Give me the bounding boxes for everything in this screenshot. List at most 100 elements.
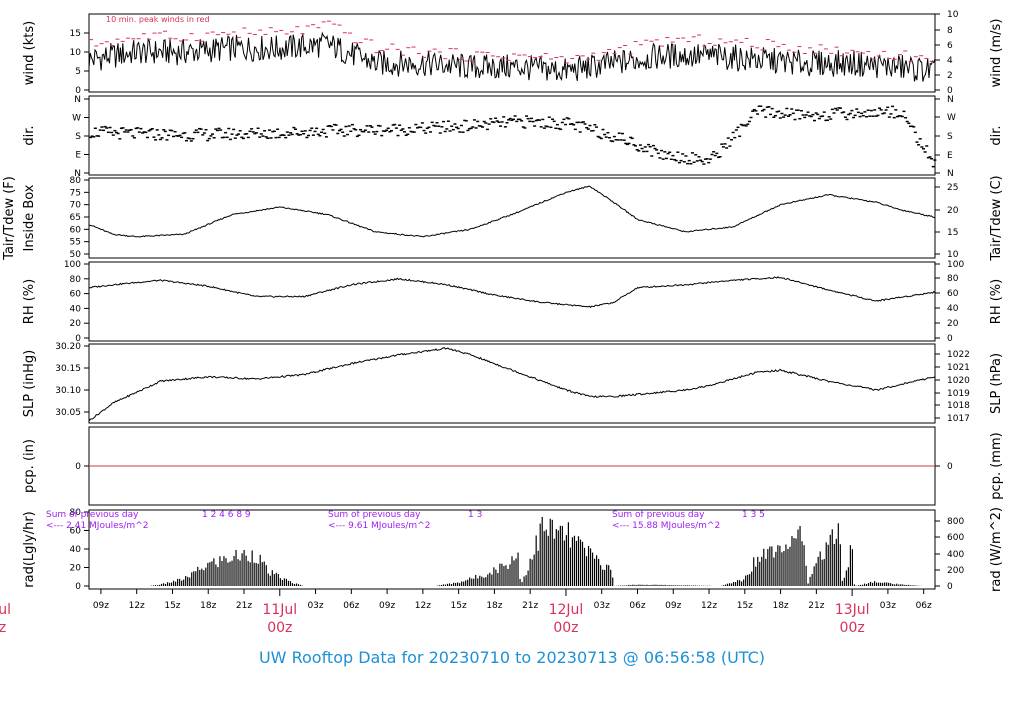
ytick-right-label: E	[947, 151, 953, 161]
ylabel-right: rad (W/m^2)	[989, 507, 1004, 592]
ytick-right-label: 1022	[947, 350, 970, 360]
ytick-left-label: 80	[70, 176, 82, 186]
ytick-right-label: 6	[947, 41, 953, 51]
ytick-right-label: 8	[947, 26, 953, 36]
ytick-right-label: 10	[947, 250, 959, 260]
ytick-left-label: 0	[75, 582, 81, 592]
ytick-left-label: 10	[70, 48, 82, 58]
ytick-left-label: 75	[70, 188, 81, 198]
ytick-right-label: S	[947, 132, 953, 142]
ytick-right-label: W	[947, 113, 956, 123]
daily-hour-marks: 1 3 5	[742, 510, 765, 520]
ytick-right-label: 200	[947, 566, 964, 576]
ytick-right-label: 10	[947, 10, 959, 20]
peak-annotation: 10 min. peak winds in red	[106, 15, 210, 24]
xtick-label: 21z	[808, 601, 824, 611]
ylabel-left: Inside Box	[22, 184, 37, 251]
xtick-label: 03z	[880, 601, 896, 611]
daily-hour-marks: 1 2 4 6 8 9	[202, 510, 251, 520]
date-label-time: 00z	[267, 620, 292, 636]
ylabel-right: dir.	[989, 125, 1004, 145]
ytick-right-label: 0	[947, 582, 953, 592]
xtick-label: 12z	[701, 601, 717, 611]
xtick-label: 12z	[129, 601, 145, 611]
xtick-label: 15z	[164, 601, 180, 611]
series-line-4	[88, 347, 936, 422]
daily-sum-label: Sum of previous day	[46, 510, 139, 520]
ylabel-right: RH (%)	[989, 279, 1004, 324]
ytick-left-label: 70	[70, 201, 82, 211]
date-label-time: 00z	[840, 620, 865, 636]
ytick-right-label: 40	[947, 304, 959, 314]
ytick-left-label: 30.10	[55, 386, 81, 396]
xtick-label: 18z	[486, 601, 502, 611]
xtick-label: 21z	[522, 601, 538, 611]
ytick-left-label: 60	[70, 527, 82, 537]
xtick-label: 15z	[737, 601, 753, 611]
ytick-left-label: 15	[70, 29, 81, 39]
xtick-label: 06z	[916, 601, 932, 611]
ytick-right-label: 15	[947, 228, 958, 238]
ytick-left-label: 0	[75, 86, 81, 96]
ytick-left-label: S	[75, 132, 81, 142]
daily-sum-value: <--- 9.61 MJoules/m^2	[328, 521, 430, 531]
xtick-label: 09z	[665, 601, 681, 611]
panel-frame-1	[88, 95, 936, 176]
ytick-right-label: 0	[947, 86, 953, 96]
xtick-label: 03z	[307, 601, 323, 611]
ytick-right-label: 0	[947, 462, 953, 472]
xtick-label: 09z	[379, 601, 395, 611]
ytick-left-label: 30.15	[55, 364, 81, 374]
xtick-label: 06z	[343, 601, 359, 611]
ytick-left-label: 20	[70, 319, 82, 329]
ytick-right-label: 800	[947, 517, 964, 527]
ytick-left-label: 30.05	[55, 408, 81, 418]
ytick-right-label: 0	[947, 334, 953, 344]
ylabel-left: RH (%)	[22, 279, 37, 324]
ytick-left-label: 0	[75, 334, 81, 344]
ytick-left-label: 40	[70, 545, 82, 555]
ytick-left-label: 0	[75, 462, 81, 472]
ytick-right-label: 20	[947, 319, 959, 329]
panel-frame-4	[88, 343, 936, 424]
ylabel-right: pcp. (mm)	[989, 432, 1004, 499]
ytick-left-label: 50	[70, 250, 82, 260]
ytick-right-label: N	[947, 95, 954, 105]
daily-sum-label: Sum of previous day	[328, 510, 421, 520]
date-label-day: 11Jul	[262, 602, 297, 618]
daily-sum-value: <--- 15.88 MJoules/m^2	[612, 521, 720, 531]
ytick-left-label: 100	[64, 260, 81, 270]
ytick-left-label: 80	[70, 275, 82, 285]
date-label-time: 00z	[0, 620, 6, 636]
ytick-left-label: 55	[70, 238, 81, 248]
ytick-right-label: 1021	[947, 363, 970, 373]
xtick-label: 18z	[200, 601, 216, 611]
ytick-left-label: W	[72, 114, 81, 124]
ytick-left-label: 65	[70, 213, 81, 223]
xtick-label: 09z	[93, 601, 109, 611]
ylabel-left: dir.	[22, 125, 37, 145]
ytick-right-label: 25	[947, 183, 958, 193]
ylabel-left: rad(Lgly/hr)	[22, 511, 37, 587]
xtick-label: 15z	[451, 601, 467, 611]
xtick-label: 12z	[415, 601, 431, 611]
chart-title: UW Rooftop Data for 20230710 to 20230713…	[258, 648, 766, 667]
date-label-day: 10Jul	[0, 602, 11, 618]
ytick-right-label: 1020	[947, 376, 970, 386]
ytick-left-label: 30.20	[55, 342, 81, 352]
ylabel-left: SLP (inHg)	[22, 350, 37, 418]
ylabel-right: Tair/Tdew (C)	[989, 175, 1004, 261]
xtick-label: 18z	[772, 601, 788, 611]
date-label-day: 13Jul	[835, 602, 870, 618]
ytick-left-label: 40	[70, 304, 82, 314]
date-label-day: 12Jul	[549, 602, 584, 618]
ytick-right-label: 60	[947, 289, 959, 299]
series-line-3	[88, 276, 936, 309]
xtick-label: 21z	[236, 601, 252, 611]
ytick-left-label: 5	[75, 67, 81, 77]
ytick-left-label: 60	[70, 225, 82, 235]
ytick-left-label: 20	[70, 564, 82, 574]
ytick-left-label: 80	[70, 508, 82, 518]
ylabel-left: pcp. (in)	[22, 439, 37, 493]
